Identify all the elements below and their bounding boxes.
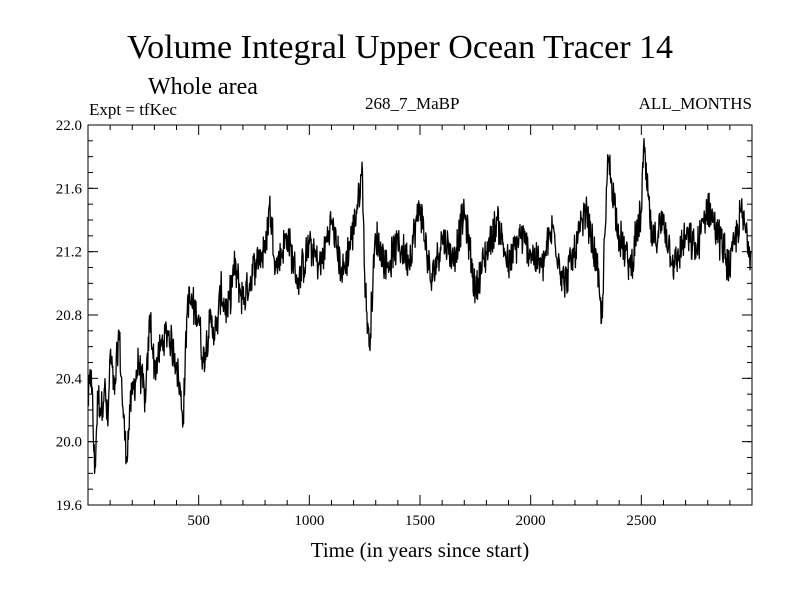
chart-title: Volume Integral Upper Ocean Tracer 14	[126, 29, 674, 66]
y-tick-label: 20.4	[56, 371, 83, 387]
y-tick-label: 21.6	[56, 181, 83, 197]
x-tick-label: 500	[187, 513, 210, 529]
y-tick-label: 21.2	[56, 245, 82, 261]
run-id-label: 268_7_MaBP	[365, 94, 460, 113]
experiment-label: Expt = tfKec	[89, 100, 177, 119]
x-tick-label: 2500	[626, 513, 656, 529]
months-label: ALL_MONTHS	[638, 94, 752, 113]
x-tick-label: 2000	[516, 513, 546, 529]
y-tick-label: 19.6	[56, 498, 83, 514]
series-line	[87, 138, 752, 474]
x-axis-label: Time (in years since start)	[311, 538, 530, 562]
x-tick-label: 1500	[405, 513, 435, 529]
x-tick-label: 1000	[294, 513, 324, 529]
y-tick-label: 22.0	[56, 118, 82, 134]
y-tick-label: 20.8	[56, 308, 82, 324]
y-tick-label: 20.0	[56, 435, 82, 451]
chart-subtitle: Whole area	[148, 74, 258, 100]
